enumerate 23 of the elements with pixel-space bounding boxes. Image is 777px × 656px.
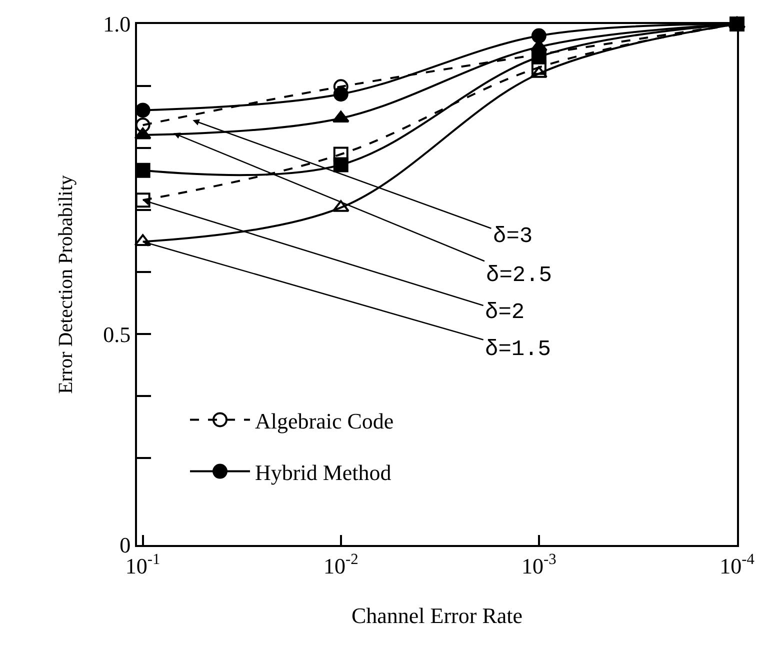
y-tick-label: 1.0: [103, 12, 131, 37]
point: [135, 192, 150, 208]
point: [135, 102, 150, 118]
point: [333, 86, 348, 102]
y-tick-label: 0: [120, 532, 131, 558]
annotation: δ=1.5: [485, 337, 552, 362]
legend-label: Algebraic Code: [255, 408, 394, 434]
point: [333, 157, 348, 172]
point: [531, 49, 546, 64]
legend-label: Hybrid Method: [255, 460, 392, 485]
x-axis-title: Channel Error Rate: [351, 602, 523, 628]
point: [531, 28, 546, 44]
y-axis-title: Error Detection Probability: [55, 175, 78, 394]
x-tick-label: 10$^{-4}$: [720, 551, 755, 578]
annotation: δ=3: [493, 224, 533, 249]
point: [135, 118, 150, 133]
annotation: δ=2: [485, 300, 525, 325]
point: [332, 110, 350, 123]
annotation: δ=2.5: [486, 263, 552, 288]
x-tick-label: 10$^{-3}$: [522, 551, 557, 578]
point: [135, 162, 150, 178]
x-tick-label: 10$^{-2}$: [323, 551, 358, 578]
y-tick-label: 0.5: [103, 322, 131, 347]
